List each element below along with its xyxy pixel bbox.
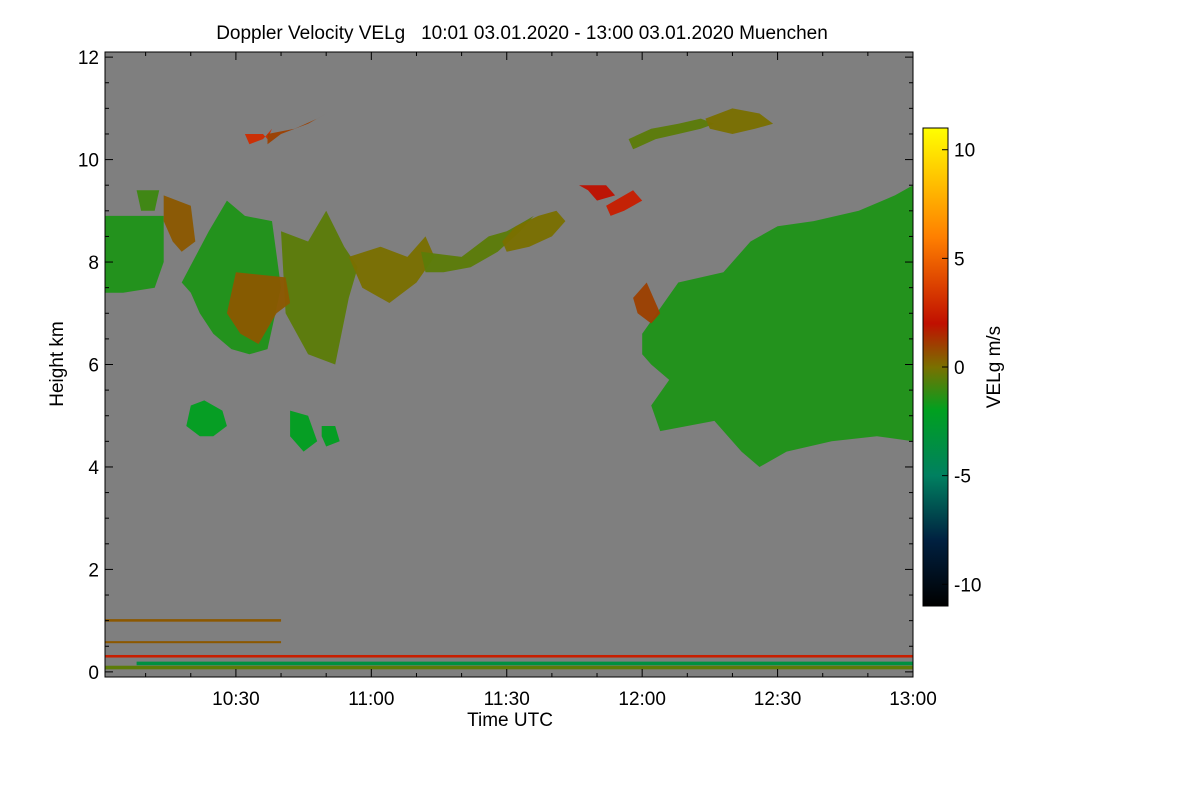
- cloud-region-5: [348, 236, 435, 303]
- x-tick-label: 11:00: [348, 689, 394, 710]
- layer-band-2: [136, 661, 913, 666]
- y-tick-label: 12: [78, 48, 99, 69]
- colorbar-tick-label: 10: [954, 141, 975, 162]
- cloud-region-19: [321, 426, 340, 447]
- cloud-region-6: [421, 215, 534, 273]
- cloud-region-17: [186, 400, 227, 437]
- y-tick-label: 2: [88, 560, 99, 581]
- layer-band-4: [105, 641, 282, 644]
- cloud-region-9: [267, 113, 327, 145]
- cloud-region-1: [136, 190, 160, 211]
- y-axis-label: Height km: [47, 321, 68, 407]
- y-axis-ticks: 0 2 4 6 8 10 12: [78, 48, 913, 684]
- cloud-region-11: [606, 190, 643, 216]
- cloud-region-18: [290, 410, 318, 452]
- colorbar-tick-label: 5: [954, 249, 965, 270]
- y-tick-label: 6: [88, 356, 99, 377]
- cloud-region-group: [105, 108, 913, 467]
- cloud-region-14: [642, 185, 913, 467]
- y-tick-label: 8: [88, 253, 99, 274]
- layer-band-1: [105, 665, 913, 670]
- y-tick-label: 0: [88, 663, 99, 684]
- cloud-region-10: [579, 185, 616, 201]
- cloud-region-2: [163, 195, 196, 252]
- colorbar-tick-label: 0: [954, 358, 965, 379]
- cloud-region-12: [628, 118, 715, 150]
- colorbar-tick-label: -10: [954, 575, 981, 596]
- x-tick-label: 13:00: [889, 689, 937, 710]
- chart-title: Doppler Velocity VELg 10:01 03.01.2020 -…: [216, 23, 828, 44]
- layer-band-3: [105, 619, 282, 622]
- colorbar-tick-label: -5: [954, 467, 971, 488]
- x-axis-ticks: 10:30 11:00 11:30 12:00 12:30 13:00: [145, 52, 937, 710]
- cloud-region-0: [105, 215, 164, 293]
- cloud-region-13: [705, 108, 774, 134]
- colorbar-label: VELg m/s: [984, 326, 1005, 408]
- boundary-layer-group: [105, 619, 913, 670]
- x-tick-label: 12:30: [754, 689, 802, 710]
- cloud-region-8: [244, 128, 272, 145]
- layer-band-0: [105, 654, 913, 658]
- y-tick-label: 10: [78, 151, 99, 172]
- cloud-region-16: [226, 272, 291, 344]
- cloud-region-15: [633, 282, 661, 324]
- colorbar-ticks: 10 5 0 -5 -10: [942, 141, 981, 596]
- cloud-region-4: [281, 210, 358, 365]
- x-tick-label: 12:00: [618, 689, 666, 710]
- x-tick-label: 11:30: [484, 689, 530, 710]
- cloud-region-7: [502, 210, 566, 252]
- y-tick-label: 4: [88, 458, 99, 479]
- x-axis-label: Time UTC: [467, 710, 553, 731]
- x-tick-label: 10:30: [212, 689, 260, 710]
